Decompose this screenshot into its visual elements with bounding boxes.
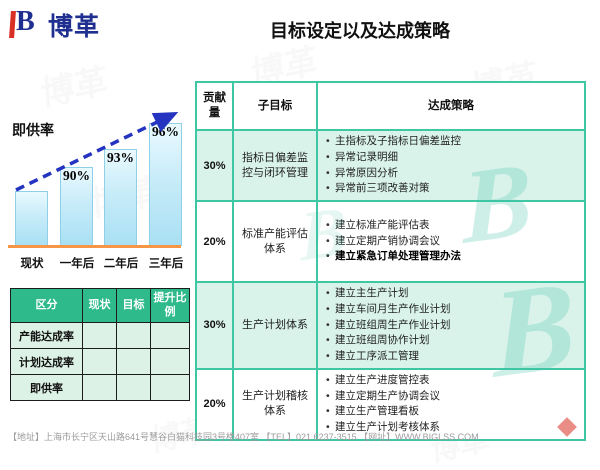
strategy-item: 建立班组周协作计划 [324,333,580,349]
kpi-summary-table: 区分 现状 目标 提升比例 产能达成率 计划达成率 即供率 [10,288,190,401]
strategy-item: 异常记录明细 [324,150,580,166]
cell [82,374,117,401]
contribution-cell: 30% [195,129,234,202]
strategy-item: 建立生产管理看板 [324,404,580,420]
table-row: 30% 指标日偏差监控与闭环管理 主指标及子指标日偏差监控 异常记录明细 异常原… [195,129,586,202]
strategies-cell: 建立生产进度管控表 建立定期生产协调会议 建立生产管理看板 建立生产计划考核体系 [316,367,586,441]
cell [150,322,190,349]
supply-rate-bar-chart: 即供率 90% 93% 96% 现状 一年后 二年后 三年后 [0,0,190,280]
cell [82,348,117,375]
strategy-item: 建立定期生产协调会议 [324,389,580,405]
bar-value-label: 90% [63,168,90,183]
row-label: 产能达成率 [10,322,83,349]
trend-arrow [15,111,179,192]
chart-baseline [8,245,181,248]
row-label: 即供率 [10,374,83,401]
table-row: 计划达成率 [10,348,190,375]
x-axis-label: 一年后 [59,258,95,270]
contribution-cell: 20% [195,367,234,441]
page-title: 目标设定以及达成策略 [270,21,450,41]
strategy-item: 建立班组周生产作业计划 [324,318,580,334]
header-cell: 子目标 [232,81,318,131]
table-row: 20% 生产计划稽核体系 建立生产进度管控表 建立定期生产协调会议 建立生产管理… [195,367,586,441]
table-header-row: 区分 现状 目标 提升比例 [10,288,190,323]
row-label: 计划达成率 [10,348,83,375]
sub-goal-cell: 生产计划体系 [232,281,318,370]
sub-goal-cell: 标准产能评估体系 [232,200,318,283]
cell [116,322,151,349]
logo-text: 博革 [48,13,101,41]
bar-year2 [104,149,137,246]
bar-value-label: 93% [107,150,134,165]
company-logo: B 博革 [8,6,101,43]
header-cell: 目标 [116,288,151,323]
brand-mark-icon: B [8,6,38,41]
table-row: 即供率 [10,374,190,401]
strategy-item: 建立车间月生产作业计划 [324,302,580,318]
header-cell: 区分 [10,288,83,323]
header-cell: 现状 [82,288,117,323]
strategy-table: 贡献量 子目标 达成策略 30% 指标日偏差监控与闭环管理 主指标及子指标日偏差… [195,81,586,441]
table-row: 30% 生产计划体系 建立主生产计划 建立车间月生产作业计划 建立班组周生产作业… [195,281,586,370]
cell [150,348,190,375]
cell [150,374,190,401]
strategies-cell: 主指标及子指标日偏差监控 异常记录明细 异常原因分析 异常前三项改善对策 [316,129,586,202]
contribution-cell: 30% [195,281,234,370]
strategies-cell: 建立主生产计划 建立车间月生产作业计划 建立班组周生产作业计划 建立班组周协作计… [316,281,586,370]
table-header-row: 贡献量 子目标 达成策略 [195,81,586,131]
header-cell: 达成策略 [316,81,586,131]
cell [116,374,151,401]
bar-year1 [60,167,93,246]
x-axis-label: 二年后 [103,258,139,270]
sub-goal-cell: 生产计划稽核体系 [232,367,318,441]
x-axis-label: 三年后 [148,258,184,270]
x-axis-label: 现状 [20,258,44,270]
header-cell: 贡献量 [195,81,234,131]
bar-year3 [149,123,182,246]
strategy-item: 建立定期产销协调会议 [324,234,580,250]
chart-title: 即供率 [12,122,54,138]
strategy-item: 异常前三项改善对策 [324,181,580,197]
sub-goal-cell: 指标日偏差监控与闭环管理 [232,129,318,202]
strategy-item: 建立工序派工管理 [324,349,580,365]
strategy-item: 建立紧急订单处理管理办法 [324,249,580,265]
strategy-item: 建立标准产能评估表 [324,218,580,234]
table-row: 产能达成率 [10,322,190,349]
table-row: 20% 标准产能评估体系 建立标准产能评估表 建立定期产销协调会议 建立紧急订单… [195,200,586,283]
strategy-item: 异常原因分析 [324,166,580,182]
strategies-cell: 建立标准产能评估表 建立定期产销协调会议 建立紧急订单处理管理办法 [316,200,586,283]
logo-blue-letter: B [16,6,35,37]
footer-contact-info: 【地址】上海市长宁区天山路641号慧谷白猫科技园3号楼407室 【TEL】021… [8,432,479,442]
strategy-item: 主指标及子指标日偏差监控 [324,134,580,150]
contribution-cell: 20% [195,200,234,283]
strategy-item: 建立主生产计划 [324,286,580,302]
strategy-item: 建立生产计划考核体系 [324,420,580,436]
strategy-item: 建立生产进度管控表 [324,373,580,389]
cell [82,322,117,349]
cell [116,348,151,375]
header-cell: 提升比例 [150,288,190,323]
